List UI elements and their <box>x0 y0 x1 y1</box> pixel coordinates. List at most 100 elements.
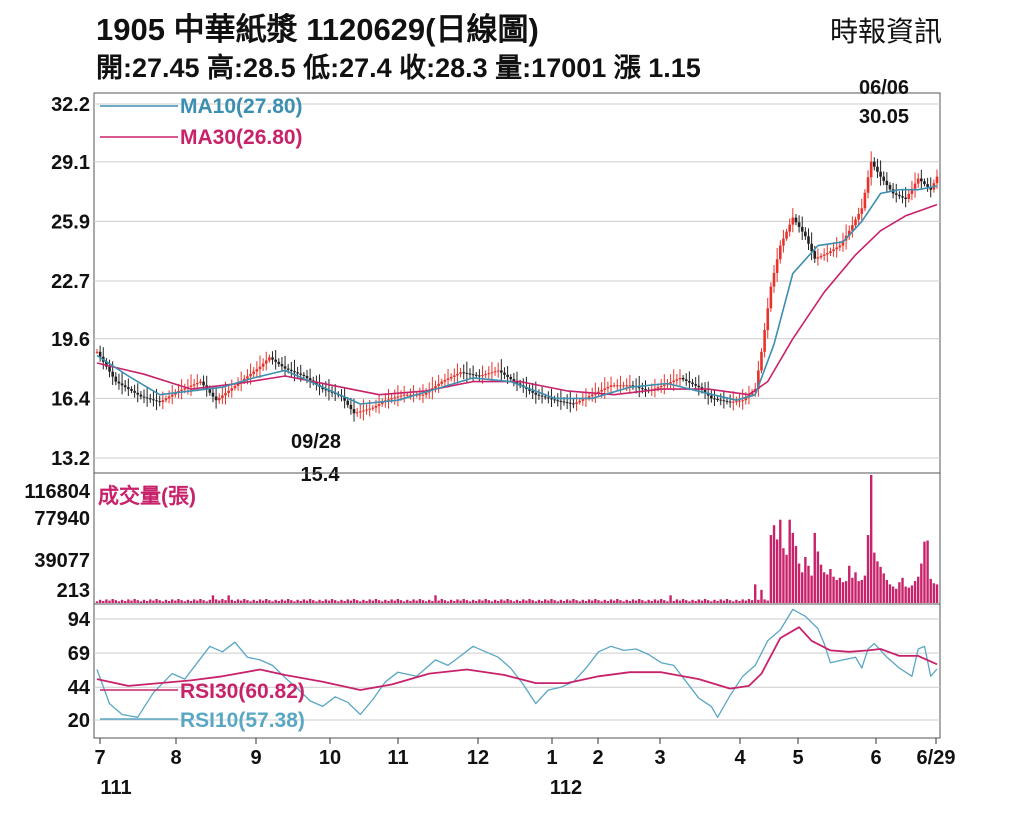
volume-bar <box>490 601 494 603</box>
volume-bar <box>666 601 669 603</box>
candle-body <box>503 372 506 375</box>
volume-bar <box>544 599 547 603</box>
volume-bar <box>415 600 418 603</box>
volume-bar <box>619 600 622 603</box>
candle-body <box>659 385 663 388</box>
candle-body <box>935 176 939 184</box>
volume-bar <box>838 577 842 603</box>
candle-body <box>352 409 356 414</box>
volume-bar <box>465 600 469 603</box>
volume-bar <box>594 599 597 603</box>
volume-bar <box>675 599 679 603</box>
volume-bar <box>819 564 823 603</box>
x-tick-label: 11 <box>387 747 408 769</box>
volume-bar <box>879 566 882 603</box>
volume-bar <box>634 600 638 603</box>
candle-body <box>446 378 450 381</box>
volume-bar <box>750 600 754 603</box>
volume-bar <box>478 599 481 603</box>
x-tick-label: 9 <box>250 747 261 769</box>
volume-bar <box>932 583 936 603</box>
volume-bar <box>493 599 497 603</box>
candle-body <box>637 387 641 389</box>
volume-bar <box>280 599 284 603</box>
volume-bar <box>891 586 895 603</box>
volume-bar <box>895 588 898 603</box>
volume-bar <box>600 601 603 603</box>
volume-bar <box>312 600 315 603</box>
candle-body <box>437 383 440 386</box>
volume-bar <box>562 600 566 603</box>
volume-bar <box>656 600 660 603</box>
volume-bar <box>772 525 776 603</box>
candle-body <box>474 374 478 376</box>
price-panel: 32.2 29.1 25.9 22.7 19.6 16.4 13.2 MA10(27.80) M… <box>51 77 941 486</box>
volume-bar <box>857 581 860 603</box>
volume-panel-title: 成交量(張) <box>98 484 196 508</box>
volume-bar <box>810 575 813 603</box>
volume-bar <box>813 532 816 603</box>
volume-bar <box>681 599 685 603</box>
volume-bar <box>728 600 732 603</box>
volume-bar <box>506 599 509 603</box>
volume-bar <box>496 600 500 603</box>
volume-bar <box>863 575 867 603</box>
volume-bar <box>537 599 541 603</box>
candle-body <box>879 171 882 177</box>
candle-body <box>302 374 306 377</box>
volume-bar <box>343 600 346 603</box>
candle-body <box>851 225 854 231</box>
candle-body <box>500 370 503 373</box>
volume-bar <box>832 576 835 603</box>
x-tick-label: 6 <box>870 747 881 769</box>
candle-body <box>766 308 770 331</box>
volume-bar <box>528 599 531 603</box>
volume-bar <box>691 599 694 603</box>
candle-body <box>211 392 215 397</box>
volume-bar <box>744 600 748 603</box>
y-tick-label: 213 <box>57 580 90 602</box>
candle-body <box>136 392 140 395</box>
volume-bar <box>180 600 183 603</box>
volume-bar <box>471 599 475 603</box>
volume-bar <box>531 600 534 603</box>
year-label: 112 <box>550 777 582 799</box>
volume-bar <box>518 600 522 603</box>
volume-bar <box>98 599 102 603</box>
volume-bar <box>318 599 321 603</box>
volume-bar <box>167 600 171 603</box>
volume-bar <box>672 600 675 603</box>
candle-body <box>813 251 817 259</box>
candle-body <box>920 178 923 182</box>
candle-body <box>832 249 835 252</box>
volume-bar <box>688 601 691 603</box>
volume-bar <box>196 600 199 603</box>
candle-body <box>775 259 779 273</box>
volume-bar <box>547 600 550 603</box>
volume-bar <box>446 601 450 603</box>
candle-body <box>111 371 114 377</box>
volume-bar <box>202 600 205 603</box>
candle-body <box>615 385 619 387</box>
volume-bar <box>565 599 569 603</box>
volume-bar <box>186 599 190 603</box>
candle-body <box>130 389 133 391</box>
volume-bar <box>694 600 697 603</box>
candle-body <box>456 373 459 376</box>
volume-bar <box>550 599 553 603</box>
volume-bar <box>816 551 820 603</box>
candle-body <box>537 394 541 396</box>
volume-bar <box>117 601 121 603</box>
candle-body <box>484 374 487 376</box>
volume-bar <box>199 599 202 603</box>
candle-body <box>180 389 183 391</box>
volume-bar <box>261 600 265 603</box>
candle-body <box>656 387 660 389</box>
candle-body <box>669 382 672 384</box>
candle-body <box>873 161 876 167</box>
candle-body <box>233 385 237 389</box>
candle-body <box>716 399 719 400</box>
volume-bar <box>559 599 563 603</box>
volume-bar <box>713 599 716 603</box>
